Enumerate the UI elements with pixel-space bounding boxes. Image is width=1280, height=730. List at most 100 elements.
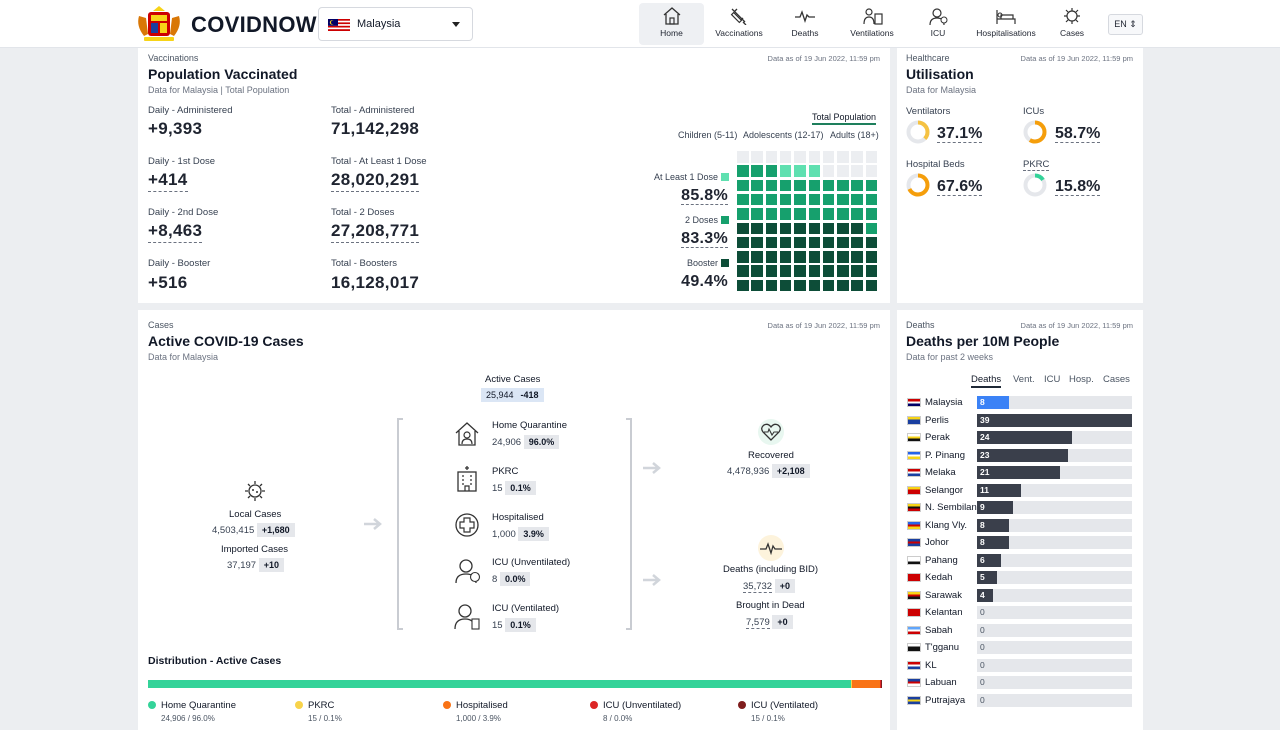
healthcare-subtitle: Data for Malaysia [906, 85, 977, 95]
waffle-cell [737, 236, 749, 249]
brought-in-dead-value[interactable]: 7,579 [746, 617, 770, 629]
stat-value[interactable]: 28,020,291 [331, 171, 420, 192]
deaths-asof: Data as of 19 Jun 2022, 11:59 pm [1020, 321, 1133, 330]
waffle-cell [822, 165, 835, 177]
utilisation-value[interactable]: 67.6% [937, 178, 983, 196]
state-bar-track[interactable]: 0 [977, 693, 1132, 707]
nav-cases[interactable]: Cases [1050, 3, 1094, 45]
icu-unventilated-value: 8 [492, 574, 498, 585]
state-bar-track[interactable]: 8 [977, 518, 1132, 532]
tab-deaths[interactable]: Deaths [971, 374, 1002, 388]
waffle-cell [851, 165, 863, 177]
waffle-cell [837, 265, 849, 277]
state-bar-track[interactable]: 6 [977, 553, 1132, 567]
state-flag-icon [907, 678, 921, 687]
vaccination-waffle-chart [737, 151, 880, 294]
utilisation-label: Ventilators [906, 106, 951, 117]
waffle-cell [808, 151, 820, 163]
state-bar-track[interactable]: 5 [977, 571, 1132, 584]
waffle-cell [865, 265, 878, 277]
state-bar-track[interactable]: 9 [977, 501, 1132, 514]
state-bar-fill [977, 396, 1009, 409]
state-bar-track[interactable]: 11 [977, 483, 1132, 497]
state-bar-track[interactable]: 39 [977, 413, 1132, 427]
state-flag-icon [907, 520, 921, 530]
nav-deaths[interactable]: Deaths [775, 3, 835, 45]
tab-total-population[interactable]: Total Population [812, 112, 877, 125]
waffle-cell [737, 208, 749, 220]
nav-ventilations[interactable]: Ventilations [840, 3, 904, 45]
waffle-cell [765, 265, 778, 277]
icu-unventilated-icon [455, 559, 481, 584]
state-bar-track[interactable]: 0 [977, 623, 1132, 637]
state-name: T'gganu [925, 642, 960, 653]
distribution-segment [148, 680, 851, 688]
state-bar-track[interactable]: 0 [977, 641, 1132, 654]
utilisation-value[interactable]: 15.8% [1055, 178, 1101, 196]
legend-label: Hospitalised [456, 700, 508, 711]
tab-icu[interactable]: ICU [1044, 374, 1061, 385]
state-bar-track[interactable]: 4 [977, 588, 1132, 602]
donut-fill [1023, 120, 1047, 144]
nav-vaccinations[interactable]: Vaccinations [708, 3, 770, 45]
nav-icu[interactable]: ICU [912, 3, 964, 45]
cases-subtitle: Data for Malaysia [148, 352, 219, 362]
state-bar-track[interactable]: 24 [977, 431, 1132, 444]
waffle-cell [822, 251, 835, 263]
tab-children[interactable]: Children (5-11) [678, 130, 738, 140]
waffle-cell [837, 222, 849, 234]
state-flag-icon [907, 450, 921, 460]
dose-percentage[interactable]: 83.3% [638, 230, 728, 248]
state-name: Pahang [925, 554, 958, 566]
nav-hospitalisations[interactable]: Hospitalisations [972, 3, 1040, 45]
state-name: Labuan [925, 677, 957, 688]
active-cases-label: Active Cases [485, 374, 541, 385]
tab-adolescents[interactable]: Adolescents (12-17) [743, 130, 824, 140]
nav-home[interactable]: Home [639, 3, 704, 45]
waffle-cell [794, 193, 806, 206]
waffle-cell [851, 236, 863, 249]
deaths-value[interactable]: 35,732 [743, 581, 773, 593]
dose-percentage[interactable]: 85.8% [638, 187, 728, 205]
pkrc-label: PKRC [492, 466, 519, 477]
dose-label: At Least 1 Dose [653, 172, 718, 182]
state-bar-track[interactable]: 8 [977, 536, 1132, 549]
state-flag-icon [907, 625, 921, 635]
utilisation-value[interactable]: 37.1% [937, 125, 983, 143]
app-brand-title[interactable]: COVIDNOW [191, 12, 317, 37]
state-bar-track[interactable]: 0 [977, 676, 1132, 689]
hospitalised-label: Hospitalised [492, 512, 544, 523]
tab-adults[interactable]: Adults (18+) [830, 130, 879, 140]
country-dropdown[interactable]: Malaysia [318, 7, 473, 41]
state-bar-track[interactable]: 23 [977, 448, 1132, 462]
utilisation-donut [906, 173, 930, 197]
malaysia-coat-of-arms-logo[interactable] [136, 6, 182, 42]
tab-cases[interactable]: Cases [1103, 374, 1130, 385]
waffle-cell [822, 193, 835, 206]
language-selector[interactable]: EN ⇕ [1108, 14, 1143, 35]
state-bar-value: 8 [980, 537, 985, 547]
waffle-cell [837, 236, 849, 249]
state-bar-track[interactable]: 0 [977, 658, 1132, 672]
utilisation-value[interactable]: 58.7% [1055, 125, 1101, 143]
stat-label: Daily - 2nd Dose [148, 207, 219, 218]
bracket-right [626, 418, 632, 630]
tab-hosp[interactable]: Hosp. [1069, 374, 1094, 385]
waffle-cell [837, 208, 849, 220]
nav-home-label: Home [660, 28, 683, 38]
stat-value[interactable]: +8,463 [148, 222, 203, 243]
icu-unventilated-label: ICU (Unventilated) [492, 557, 571, 568]
state-bar-value: 4 [980, 589, 985, 600]
state-bar-track[interactable]: 0 [977, 606, 1132, 619]
local-cases-value-row: 4,503,415 +1,680 [212, 523, 295, 537]
state-bar-track[interactable]: 21 [977, 466, 1132, 479]
stat-value[interactable]: 27,208,771 [331, 222, 420, 243]
state-bar-track[interactable]: 8 [977, 396, 1132, 409]
state-bar-fill [977, 466, 1061, 479]
utilisation-label[interactable]: PKRC [1023, 159, 1050, 171]
stat-value[interactable]: +414 [148, 171, 188, 192]
deaths-subtitle: Data for past 2 weeks [906, 352, 994, 362]
active-cases-value: 25,944 [481, 388, 516, 402]
nav-hospitalisations-label: Hospitalisations [976, 28, 1036, 38]
tab-vent[interactable]: Vent. [1013, 374, 1035, 385]
